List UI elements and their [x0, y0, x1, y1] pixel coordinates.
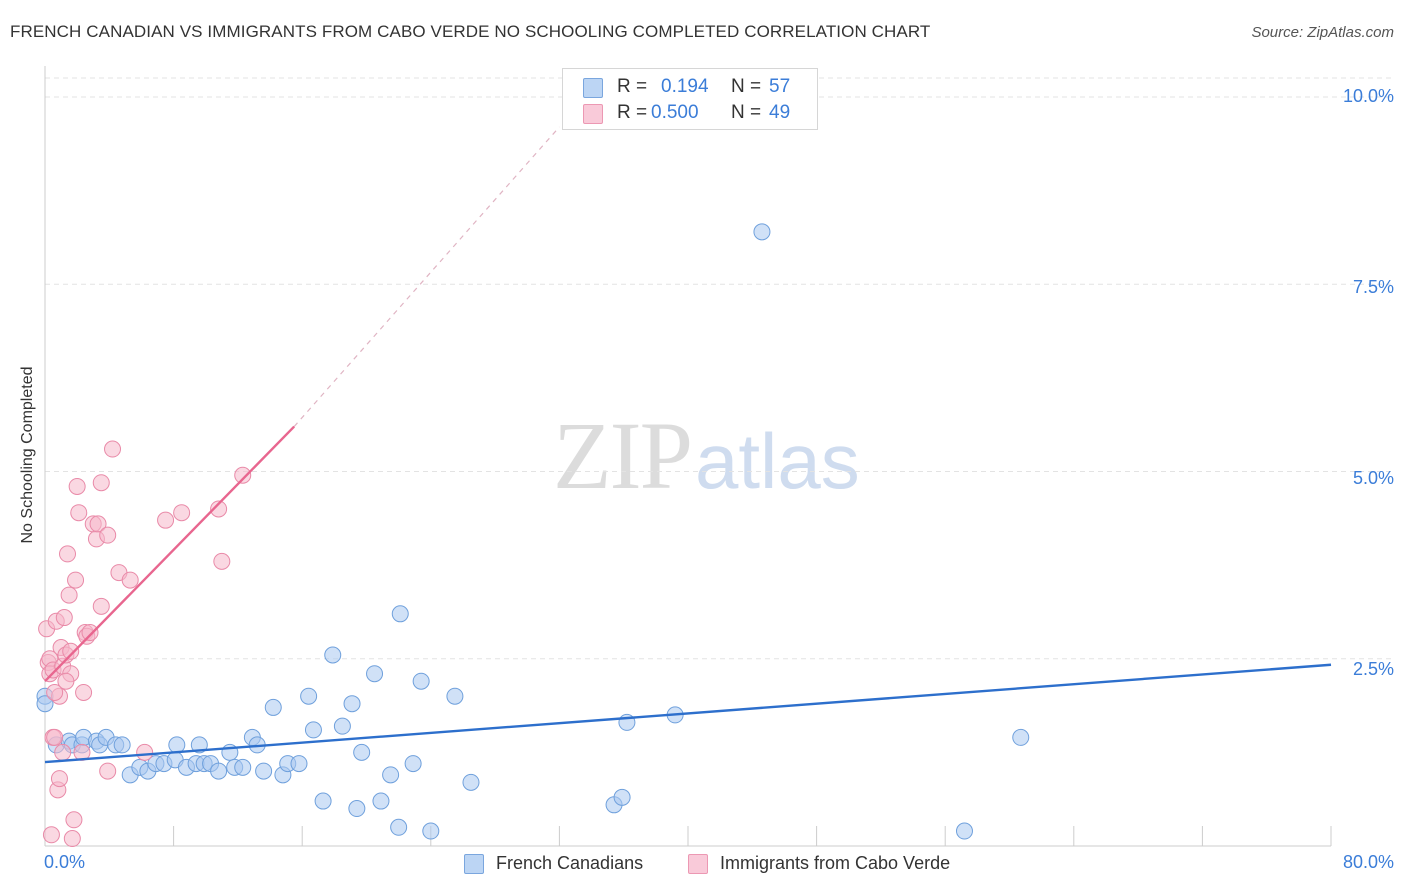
pink-data-point	[54, 743, 72, 761]
y-tick-label-5-0: 5.0%	[1352, 468, 1394, 488]
y-tick-label-7-5: 7.5%	[1352, 277, 1394, 297]
pink-data-point	[68, 477, 86, 495]
pink-data-point	[70, 504, 88, 522]
blue-data-point	[753, 223, 771, 241]
blue-data-point	[462, 773, 480, 791]
pink-swatch	[583, 104, 603, 124]
pink-data-point	[136, 743, 154, 761]
pink-data-point	[75, 683, 93, 701]
pink-data-point	[55, 609, 73, 627]
blue-data-point	[113, 736, 131, 754]
blue-data-point	[290, 755, 308, 773]
pink-data-point	[213, 552, 231, 570]
legend-label: French Canadians	[496, 853, 644, 873]
n-label: N =	[731, 76, 762, 97]
stats-legend: R = 0.194 N = 57 R = 0.500 N = 49	[562, 68, 818, 130]
blue-data-point	[613, 788, 631, 806]
pink-data-point	[46, 728, 64, 746]
blue-data-point	[36, 695, 54, 713]
y-tick-label-2-5: 2.5%	[1352, 659, 1394, 679]
blue-data-point	[353, 743, 371, 761]
r-value: 0.500	[651, 102, 699, 123]
blue-data-point	[190, 736, 208, 754]
pink-data-point	[104, 440, 122, 458]
blue-data-point	[264, 698, 282, 716]
pink-data-point	[89, 515, 107, 533]
pink-trend-extension	[293, 126, 560, 427]
pink-data-point	[46, 683, 64, 701]
blue-data-point	[446, 687, 464, 705]
n-value: 49	[769, 102, 791, 123]
pink-data-point	[210, 500, 228, 518]
blue-data-point	[255, 762, 273, 780]
series-legend: French Canadians Immigrants from Cabo Ve…	[0, 852, 1406, 878]
source-label: Source: ZipAtlas.com	[1251, 24, 1394, 41]
pink-data-point	[121, 571, 139, 589]
r-label: R =	[617, 76, 648, 97]
pink-swatch	[688, 854, 708, 874]
pink-trend-line	[44, 425, 296, 683]
y-axis-label: No Schooling Completed	[19, 366, 36, 544]
blue-data-point	[382, 766, 400, 784]
blue-data-point	[333, 717, 351, 735]
blue-data-point	[210, 762, 228, 780]
blue-data-point	[1012, 728, 1030, 746]
pink-data-point	[42, 826, 60, 844]
pink-data-point	[99, 526, 117, 544]
blue-data-point	[234, 758, 252, 776]
blue-data-point	[955, 822, 973, 840]
blue-trend-line	[44, 663, 1332, 764]
pink-data-point	[157, 511, 175, 529]
pink-data-point	[92, 597, 110, 615]
blue-data-point	[372, 792, 390, 810]
pink-data-point	[99, 762, 117, 780]
watermark: ZIPatlas	[553, 400, 860, 511]
pink-data-point	[62, 642, 80, 660]
blue-data-point	[366, 665, 384, 683]
watermark-atlas: atlas	[695, 417, 860, 505]
chart-title: FRENCH CANADIAN VS IMMIGRANTS FROM CABO …	[10, 22, 931, 41]
blue-swatch	[464, 854, 484, 874]
blue-data-point	[300, 687, 318, 705]
blue-data-point	[314, 792, 332, 810]
pink-data-point	[234, 466, 252, 484]
blue-data-point	[304, 721, 322, 739]
r-value: 0.194	[661, 76, 709, 97]
blue-data-point	[422, 822, 440, 840]
pink-data-point	[173, 504, 191, 522]
pink-data-point	[50, 770, 68, 788]
blue-data-point	[390, 818, 408, 836]
blue-data-point	[391, 605, 409, 623]
r-label: R =	[617, 102, 648, 123]
blue-data-point	[168, 736, 186, 754]
legend-label: Immigrants from Cabo Verde	[720, 853, 951, 873]
y-tick-label-10-0: 10.0%	[1342, 86, 1394, 106]
pink-data-point	[59, 545, 77, 563]
blue-swatch	[583, 78, 603, 98]
watermark-zip: ZIP	[553, 402, 693, 509]
blue-data-point	[412, 672, 430, 690]
blue-data-point	[324, 646, 342, 664]
blue-data-point	[404, 755, 422, 773]
pink-data-point	[57, 672, 75, 690]
x-tick-label-min: 0.0%	[44, 852, 86, 872]
pink-data-point	[63, 830, 81, 848]
blue-data-point	[348, 800, 366, 818]
blue-data-point	[343, 695, 361, 713]
n-label: N =	[731, 102, 762, 123]
n-value: 57	[769, 76, 791, 97]
pink-data-point	[65, 811, 83, 829]
pink-data-point	[81, 624, 99, 642]
pink-data-point	[60, 586, 78, 604]
pink-data-point	[92, 474, 110, 492]
pink-data-point	[67, 571, 85, 589]
x-tick-label-max: 80.0%	[1342, 852, 1394, 872]
